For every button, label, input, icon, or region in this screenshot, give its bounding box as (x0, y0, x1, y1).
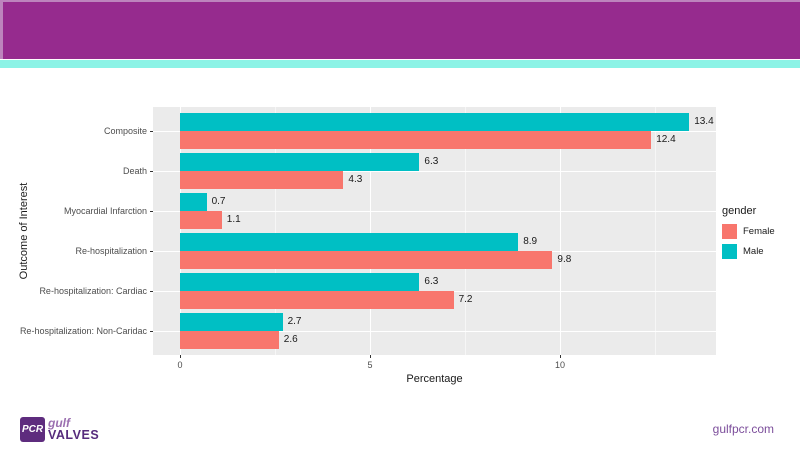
gridline-minor (275, 107, 276, 355)
bar-value-label: 4.3 (348, 174, 363, 185)
bar-value-label: 0.7 (211, 196, 226, 207)
bar-value-label: 1.1 (226, 214, 241, 225)
accent-stripe (0, 60, 800, 68)
legend-item-female: Female (722, 224, 798, 239)
gridline-minor (655, 107, 656, 355)
bar-male (180, 233, 519, 251)
bar-female (180, 331, 279, 349)
bar-value-label: 2.6 (283, 334, 298, 345)
gridline-category (153, 211, 716, 212)
x-axis-tick (560, 355, 561, 358)
bar-value-label: 6.3 (424, 156, 439, 167)
legend: gender Female Male (722, 205, 798, 264)
legend-key-swatch (722, 244, 737, 259)
bar-value-label: 2.7 (287, 316, 302, 327)
bar-male (180, 313, 283, 331)
bar-male (180, 153, 420, 171)
gridline-category (153, 331, 716, 332)
gridline-minor (465, 107, 466, 355)
bar-female (180, 171, 344, 189)
website-url: gulfpcr.com (712, 422, 774, 436)
logo-valves-text: VALVES (48, 427, 100, 442)
legend-item-label: Female (743, 226, 775, 237)
logo-gulf-text: gulf (48, 415, 70, 430)
gridline-major (370, 107, 371, 355)
legend-entries: Female Male (722, 224, 798, 259)
bar-male (180, 113, 690, 131)
legend-item-male: Male (722, 244, 798, 259)
logo: PCR gulf VALVES (20, 417, 99, 442)
x-axis-tick-label: 10 (554, 360, 565, 370)
bar-value-label: 13.4 (694, 116, 714, 127)
y-axis-category-label: Re-hospitalization: Non-Caridac (19, 326, 147, 336)
x-axis-tick-label: 5 (367, 360, 373, 370)
legend-key-swatch (722, 224, 737, 239)
x-axis-tick (180, 355, 181, 358)
bar-female (180, 251, 553, 269)
bar-value-label: 6.3 (424, 276, 439, 287)
legend-item-label: Male (743, 246, 764, 257)
gridline-major (180, 107, 181, 355)
logo-text: gulf VALVES (48, 415, 100, 442)
x-axis-tick-label: 0 (177, 360, 183, 370)
legend-title: gender (722, 205, 757, 217)
gridline-major (560, 107, 561, 355)
pcr-logo-icon: PCR (20, 417, 45, 442)
bar-value-label: 7.2 (458, 294, 473, 305)
gridline-category (153, 171, 716, 172)
header-bar (0, 0, 800, 59)
bar-male (180, 273, 420, 291)
bar-value-label: 9.8 (557, 254, 572, 265)
bar-female (180, 291, 454, 309)
x-axis-title: Percentage (406, 373, 463, 385)
bar-female (180, 211, 222, 229)
bar-value-label: 12.4 (656, 134, 676, 145)
bar-female (180, 131, 652, 149)
y-axis-title: Outcome of Interest (18, 182, 30, 280)
y-axis-category-label: Composite (103, 126, 147, 136)
bar-male (180, 193, 207, 211)
x-axis-tick (370, 355, 371, 358)
bar-value-label: 8.9 (523, 236, 538, 247)
plot-panel: 13.4 12.4 6.3 4.3 0.7 1.1 8.9 9.8 6.3 7.2 2.7 2.6 (153, 107, 716, 355)
